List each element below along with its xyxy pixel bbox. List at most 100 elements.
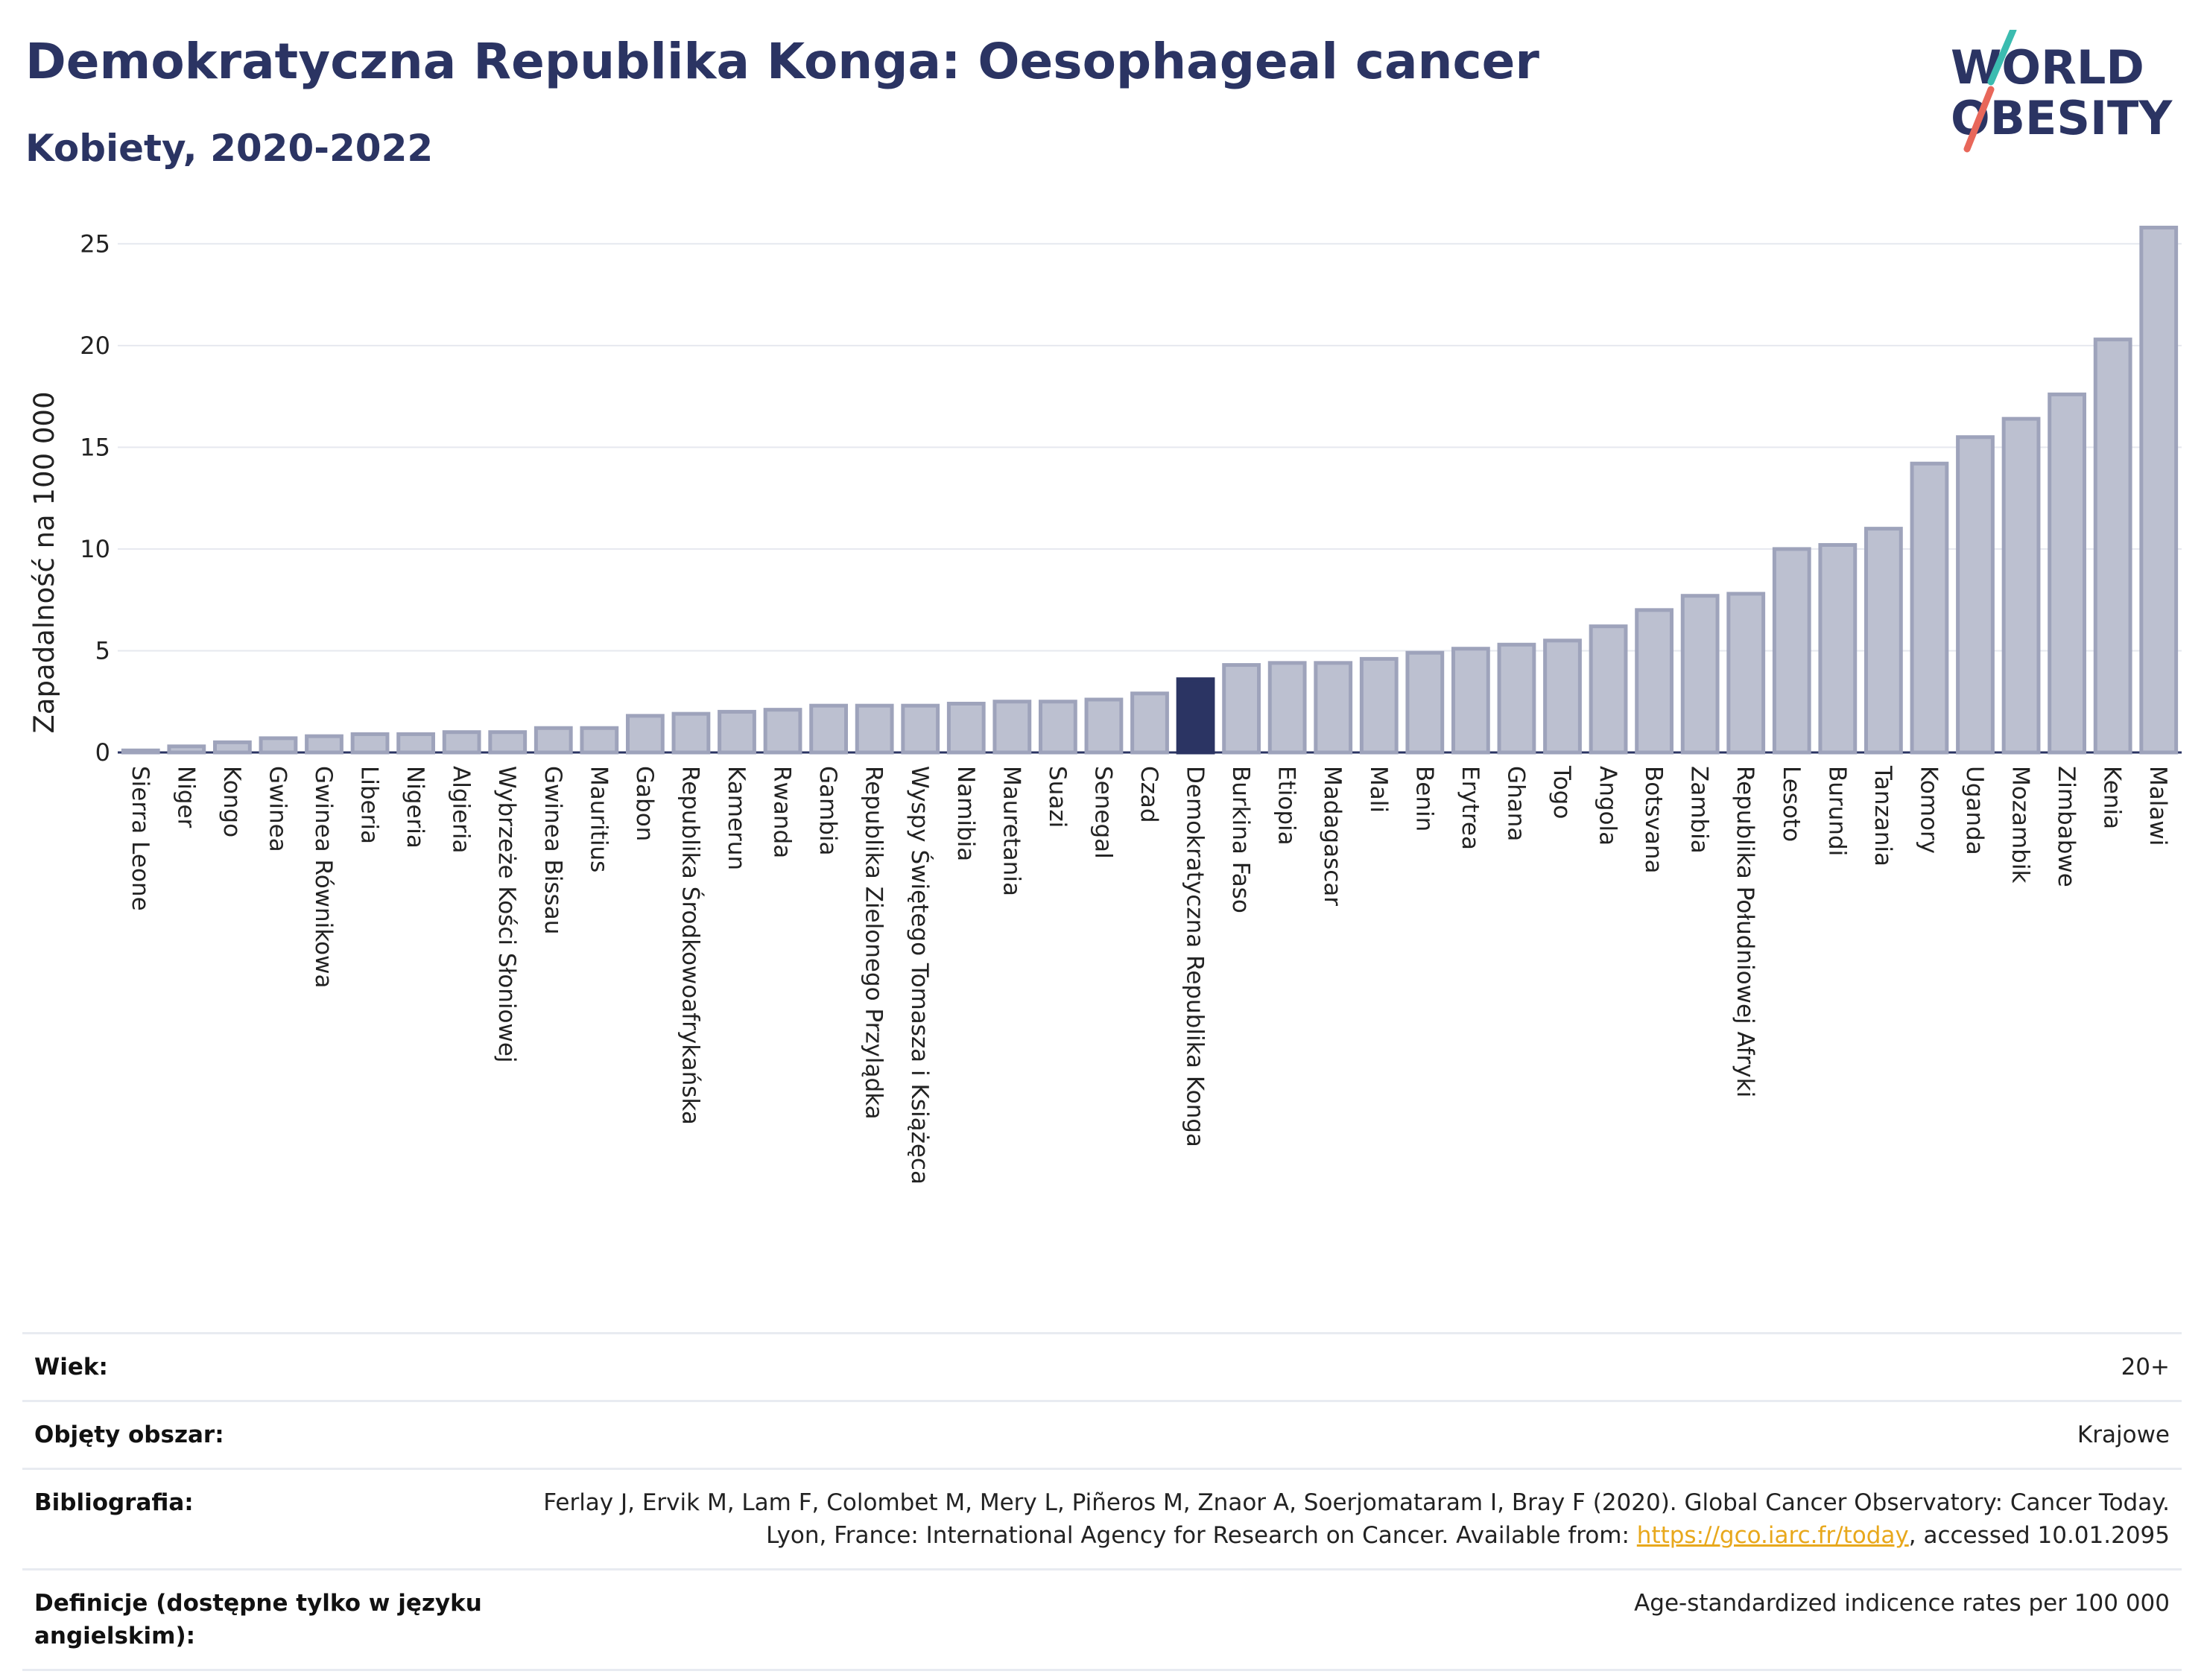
x-category-label: Wybrzeże Kości Słoniowej [493,766,520,1063]
bar [1314,661,1353,755]
x-category-label: Komory [1915,766,1942,854]
bibliography-accessed: , accessed 10.01.2095 [1908,1522,2170,1549]
x-category-label: Malawi [2144,766,2171,846]
bar [167,744,206,755]
x-category-label: Madagascar [1319,766,1346,906]
bar [442,730,481,755]
x-category-label: Senegal [1089,766,1116,859]
bar [1267,661,1307,755]
bar [488,730,528,755]
bar-chart: 0 5 10 15 20 25 Sierra Leone Niger Kongo Gwinea G… [28,225,2182,1185]
bar [1680,594,1720,755]
x-category-label: Zambia [1686,766,1713,854]
x-category-label: Mali [1365,766,1392,813]
x-category-label: Kenia [2099,766,2126,829]
bar [2001,416,2041,755]
x-category-label: Gwinea Bissau [539,766,566,934]
x-category-label: Burkina Faso [1227,766,1254,913]
y-tick-label: 15 [80,433,110,461]
bar [946,701,986,755]
x-category-label: Republika Południowej Afryki [1732,766,1758,1097]
bar [2093,337,2132,755]
info-key: Definicje (dostępne tylko w języku angie… [34,1590,482,1649]
bar [1910,461,1949,755]
bar-highlight [1176,677,1215,755]
bar [1726,592,1766,755]
x-category-label: Ghana [1502,766,1529,841]
x-category-label: Republika Zielonego Przylądka [861,766,887,1120]
bar [625,714,665,755]
bar [855,703,894,755]
x-category-label: Liberia [356,766,383,844]
x-category-label: Kamerun [723,766,750,870]
bibliography-text: Ferlay J, Ervik M, Lam F, Colombet M, Me… [543,1489,2170,1549]
info-row-area: Objęty obszar: Krajowe [22,1400,2182,1468]
y-tick-labels: 0 5 10 15 20 25 [80,229,110,767]
x-category-label: Tanzania [1869,765,1896,866]
bar [901,703,940,755]
x-category-label: Namibia [952,766,979,861]
bar [580,726,619,755]
y-axis-label: Zapadalność na 100 000 [28,392,60,734]
bar [1038,700,1077,755]
x-category-label: Gabon [631,766,658,841]
x-category-label: Nigeria [402,766,428,849]
info-value: 20+ [2121,1354,2170,1381]
page-title: Demokratyczna Republika Konga: Oesophage… [25,33,1539,90]
info-key: Wiek: [34,1354,108,1381]
x-category-label: Lesoto [1778,766,1805,842]
info-row-age: Wiek: 20+ [22,1332,2182,1400]
bar [533,726,573,755]
x-category-label: Botsvana [1640,766,1667,874]
y-tick-label: 10 [80,535,110,563]
x-category-label: Gambia [814,766,841,856]
x-category-label: Zimbabwe [2053,766,2080,887]
logo-coral-slash [1963,86,1995,153]
x-category-label: Benin [1410,766,1437,831]
x-category-label: Mauretania [998,766,1025,896]
bar [1543,638,1582,755]
bars [121,225,2179,755]
y-tick-label: 20 [80,332,110,360]
y-tick-label: 0 [95,738,110,767]
info-table: Wiek: 20+ Objęty obszar: Krajowe Bibliog… [22,1332,2182,1671]
bar [992,700,1032,755]
x-category-label: Suazi [1044,766,1071,828]
bar [305,734,343,755]
bar [1772,547,1811,755]
page-subtitle: Kobiety, 2020-2022 [25,127,434,170]
x-category-label: Mauritius [585,766,612,872]
bar [1635,608,1674,755]
bar [1818,542,1858,755]
logo-teal-slash [1987,30,2017,86]
x-category-label: Gwinea [264,766,291,852]
x-category-label: Rwanda [769,766,796,858]
info-value: Krajowe [2077,1421,2170,1448]
bar [1084,697,1124,755]
x-category-label: Erytrea [1457,766,1483,850]
x-category-label: Mozambik [2007,766,2034,883]
x-category-label: Niger [172,766,199,828]
bar [1130,691,1169,755]
x-category-label: Angola [1595,766,1621,846]
bar [396,732,436,755]
bar [718,709,756,755]
info-key: Objęty obszar: [34,1421,224,1448]
bar [212,740,252,755]
bar [121,748,160,755]
source-link[interactable]: https://gco.iarc.fr/today [1636,1522,1909,1549]
x-category-label: Gwinea Równikowa [310,766,337,988]
x-category-label: Kongo [218,766,245,837]
bar [259,736,298,755]
x-category-label: Wyspy Świętego Tomasza i Książęca [906,766,934,1185]
x-category-label: Algieria [448,766,475,854]
world-obesity-logo: WORLD OBESITY [1951,30,2173,153]
bar [671,711,711,755]
x-category-label: Etiopia [1273,766,1300,846]
bar [1405,650,1445,755]
bar [809,703,849,755]
bar [2139,225,2179,755]
info-row-definitions: Definicje (dostępne tylko w języku angie… [22,1568,2182,1671]
bar [1863,527,1903,755]
x-category-label: Burundi [1823,766,1850,856]
